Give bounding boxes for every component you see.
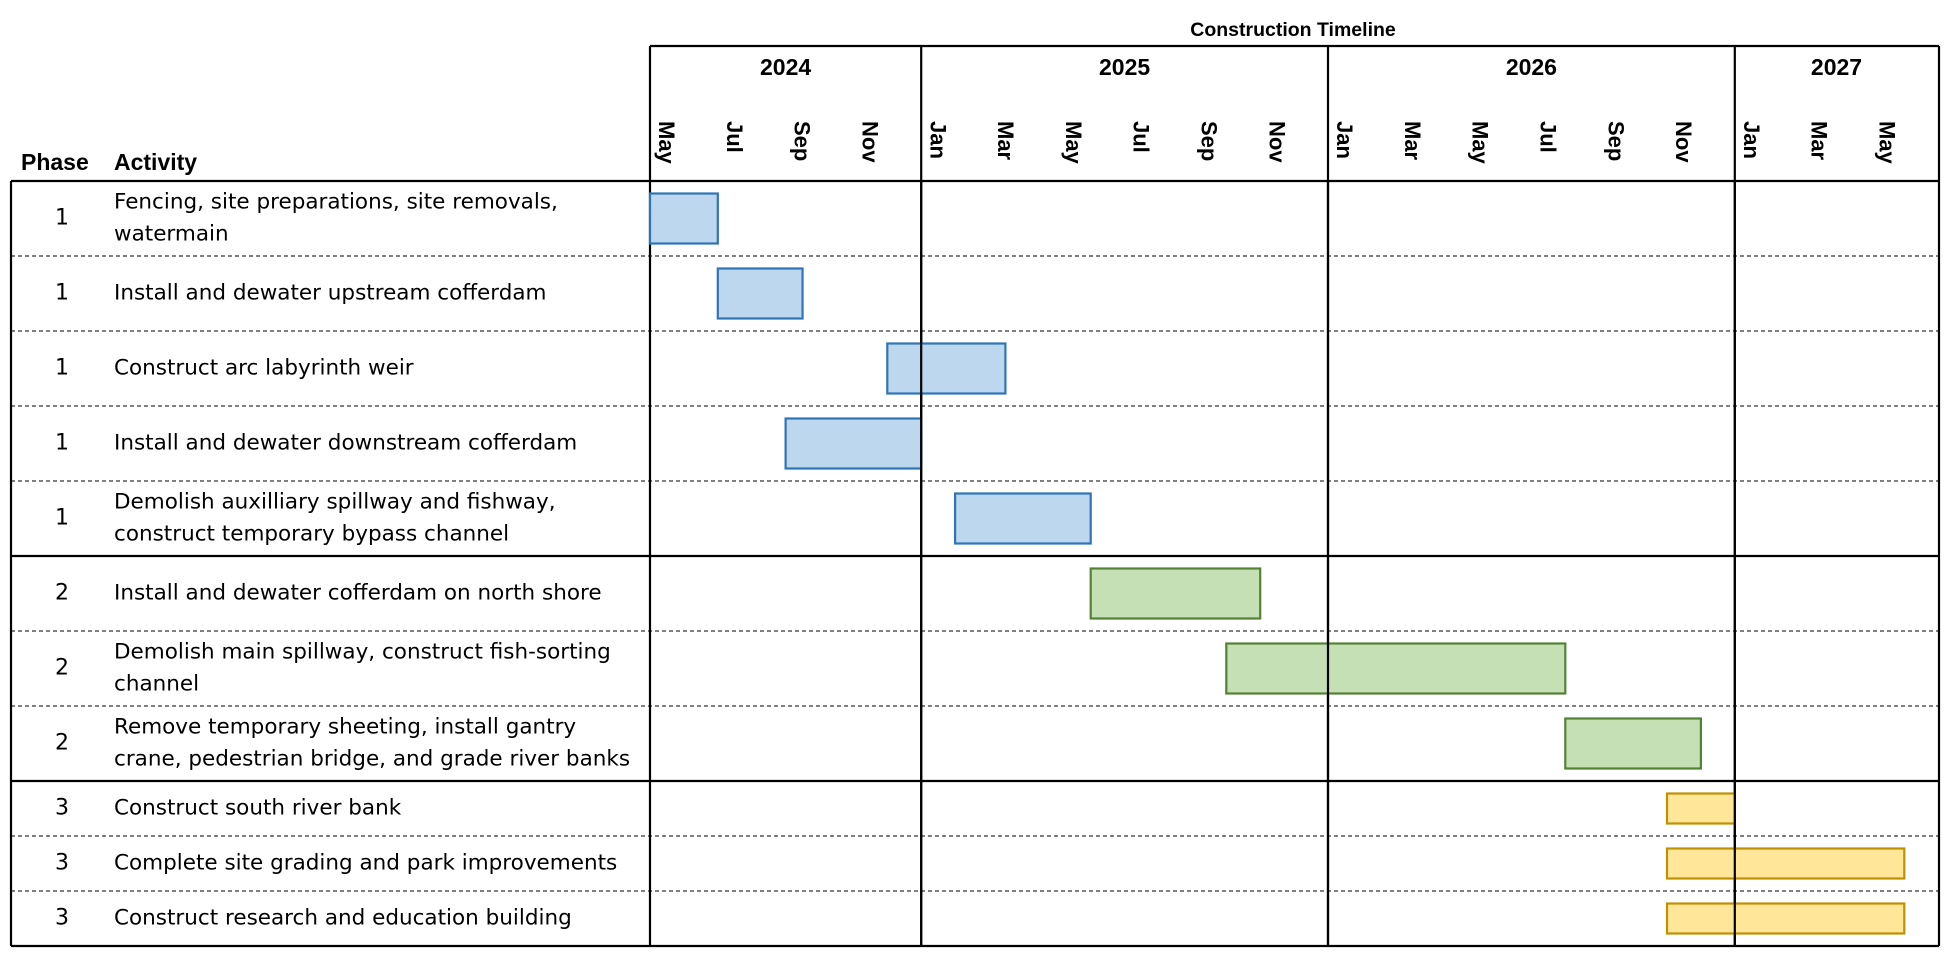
phase-column-header: Phase: [21, 149, 89, 175]
task-activity-label: Demolish auxilliary spillway and fishway…: [114, 490, 556, 515]
task-phase: 1: [55, 356, 69, 381]
month-tick-label: May: [1875, 121, 1900, 165]
month-tick-label: Mar: [1807, 121, 1832, 161]
task-activity-label: Complete site grading and park improveme…: [114, 851, 617, 876]
task-phase: 1: [55, 206, 69, 231]
timeline-grid: 2024 2025 2026 2027 May Jul Sep Nov Jan Mar May Jul…: [9, 44, 1941, 948]
task-phase: 1: [55, 506, 69, 531]
year-label: 2024: [760, 54, 811, 80]
task-activity-label: construct temporary bypass channel: [114, 522, 509, 547]
month-tick-label: Jan: [925, 121, 950, 159]
task-activity-label: Demolish main spillway, construct fish-s…: [114, 640, 611, 665]
year-label: 2026: [1506, 54, 1557, 80]
task-bar: [1225, 642, 1567, 695]
month-tick-label: Nov: [858, 121, 883, 163]
task-phase: 2: [55, 581, 69, 606]
task-bar: [784, 417, 923, 470]
task-phase: 1: [55, 281, 69, 306]
task-activity-label: Install and dewater cofferdam on north s…: [114, 581, 602, 606]
task-bar: [648, 192, 719, 245]
month-tick-label: May: [1061, 121, 1086, 165]
task-phase: 3: [55, 906, 69, 931]
task-bar: [1665, 847, 1906, 880]
task-activity-label: Fencing, site preparations, site removal…: [114, 190, 558, 215]
task-bar: [886, 342, 1007, 395]
task-bar: [1665, 792, 1736, 825]
task-activity-label: Install and dewater downstream cofferdam: [114, 431, 577, 456]
task-phase: 2: [55, 731, 69, 756]
chart-title: Construction Timeline: [1190, 19, 1396, 41]
task-phase: 3: [55, 796, 69, 821]
month-tick-label: Sep: [790, 121, 815, 161]
task-activity-label: Remove temporary sheeting, install gantr…: [114, 715, 576, 740]
task-activity-label: Construct research and education buildin…: [114, 906, 572, 931]
month-tick-label: May: [1468, 121, 1493, 165]
month-tick-label: Jan: [1332, 121, 1357, 159]
month-tick-label: Jul: [1129, 121, 1154, 153]
task-bar: [953, 492, 1092, 545]
month-tick-label: Mar: [1400, 121, 1425, 161]
task-activity-label: Construct arc labyrinth weir: [114, 356, 414, 381]
task-bar: [716, 267, 804, 320]
month-tick-label: Nov: [1264, 121, 1289, 163]
month-tick-label: Nov: [1671, 121, 1696, 163]
task-phase: 2: [55, 656, 69, 681]
task-bar: [1089, 567, 1262, 620]
month-tick-label: Jul: [1536, 121, 1561, 153]
month-tick-label: Sep: [1603, 121, 1628, 161]
task-labels: 1 Fencing, site preparations, site remova…: [55, 190, 630, 931]
task-activity-label: crane, pedestrian bridge, and grade rive…: [114, 747, 630, 772]
task-phase: 3: [55, 851, 69, 876]
task-activity-label: watermain: [114, 222, 229, 247]
task-activity-label: channel: [114, 672, 199, 697]
task-bars: [648, 192, 1906, 935]
month-tick-label: Sep: [1197, 121, 1222, 161]
month-tick-label: Jul: [722, 121, 747, 153]
year-label: 2027: [1811, 54, 1862, 80]
month-tick-label: Jan: [1739, 121, 1764, 159]
task-bar: [1564, 717, 1703, 770]
task-activity-label: Construct south river bank: [114, 796, 402, 821]
month-tick-label: Mar: [993, 121, 1018, 161]
activity-column-header: Activity: [114, 149, 197, 175]
task-bar: [1665, 902, 1906, 935]
task-phase: 1: [55, 431, 69, 456]
task-activity-label: Install and dewater upstream cofferdam: [114, 281, 547, 306]
month-tick-label: May: [654, 121, 679, 165]
year-label: 2025: [1099, 54, 1150, 80]
